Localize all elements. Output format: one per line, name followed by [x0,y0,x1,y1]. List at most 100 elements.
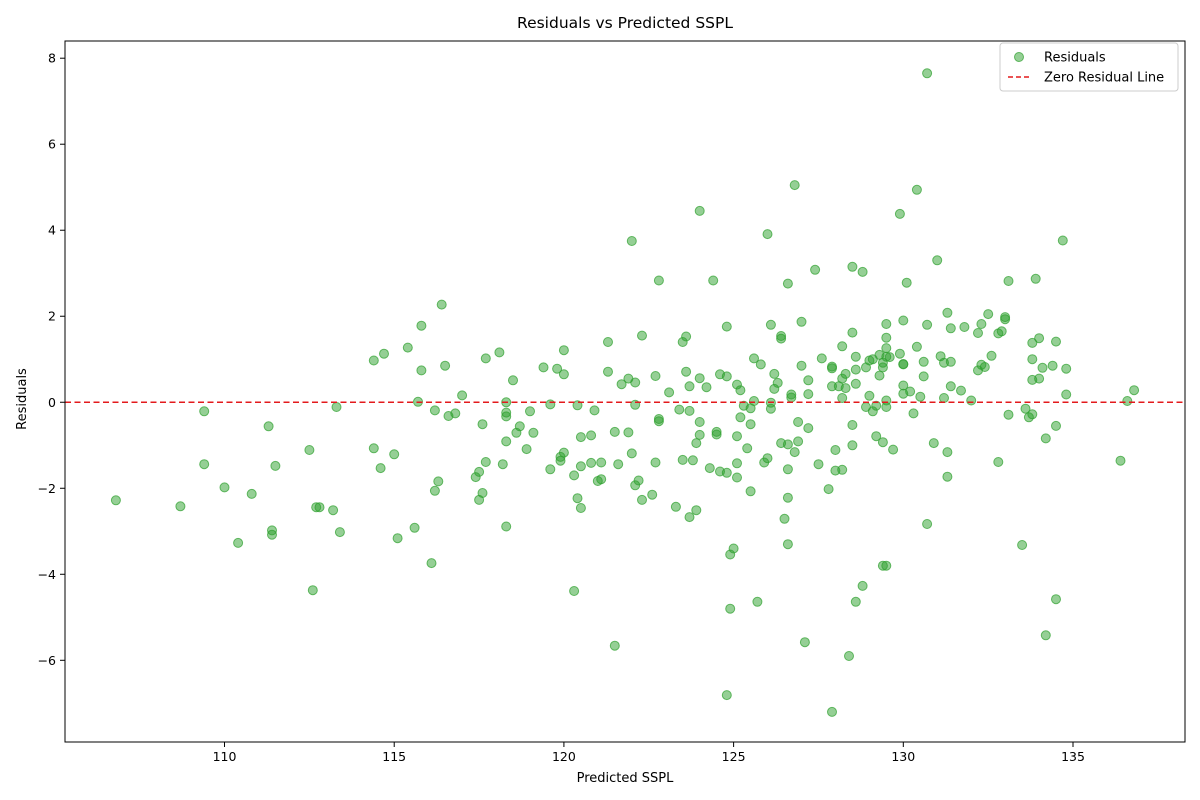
residual-point [742,443,753,454]
residual-point [732,431,742,442]
residual-point [416,365,427,376]
residual-point [694,429,705,440]
residual-point [996,326,1007,337]
residual-point [1020,403,1031,414]
residual-point [681,366,692,377]
residual-point [647,489,658,500]
residual-point [670,501,681,512]
residual-point [945,356,956,367]
residual-point [704,463,715,474]
residual-point [375,463,386,474]
residual-point [793,417,804,427]
residual-point [684,405,695,416]
residual-point [477,488,488,498]
residual-point [915,391,926,402]
residual-point [508,375,518,386]
residual-point [918,356,929,367]
residual-point [945,323,956,334]
residual-point [847,261,858,272]
residual-point [993,457,1004,467]
y-tick-label: 4 [48,223,56,238]
residual-point [816,353,827,364]
chart-title: Residuals vs Predicted SSPL [517,14,733,32]
residual-point [525,406,535,417]
residual-point [837,393,848,403]
residual-point [823,484,834,495]
residual-point [850,364,861,375]
residual-point [894,348,905,359]
plot-frame [64,40,1186,743]
residual-point [572,493,583,504]
residual-point [603,366,613,377]
residual-point [881,402,892,412]
residual-point [1115,455,1126,466]
residual-point [681,331,692,342]
residual-point [402,342,413,353]
residual-point [501,407,512,418]
residual-point [769,368,780,379]
residual-point [735,412,746,423]
residual-point [1047,360,1058,371]
residual-point [501,436,512,447]
residual-point [765,319,776,330]
residual-point [514,421,525,432]
residual-point [586,430,597,441]
x-tick-label: 135 [1061,749,1085,764]
residual-point [884,352,895,363]
residual-point [983,309,994,320]
residual-point [844,651,854,661]
residual-point [864,390,875,401]
residual-point [603,337,613,347]
residual-point [871,400,882,411]
residual-point [219,482,230,493]
residual-point [480,457,491,467]
residual-point [837,341,848,352]
residual-point [928,438,939,449]
residual-point [480,353,491,364]
y-tick-label: −4 [38,567,56,582]
legend: Residuals Zero Residual Line [999,42,1179,92]
residual-point [246,488,257,499]
residual-point [586,457,597,468]
residual-point [630,377,641,388]
residual-point [314,502,325,513]
residual-point [945,381,956,392]
residual-point [782,439,793,450]
residual-point [942,447,953,458]
residual-point [199,459,210,470]
y-tick-label: 6 [48,137,56,152]
residual-point [653,414,664,424]
residual-point [721,467,732,478]
residual-point [942,307,953,318]
residual-point [827,363,837,374]
residual-point [558,369,569,380]
residual-point [677,454,688,465]
residual-point [810,264,821,275]
residual-point [898,359,909,370]
residual-point [979,362,990,372]
residual-point [609,426,620,437]
x-axis-label: Predicted SSPL [577,771,675,786]
residual-point [837,464,848,475]
residual-point [732,472,742,483]
residual-point [450,408,461,419]
residual-point [932,255,943,266]
residual-point [755,359,766,370]
residual-point [501,521,512,532]
residual-point [918,371,929,382]
residual-point [708,275,719,286]
residual-point [796,316,807,327]
residual-point [749,396,759,406]
residual-point [789,447,800,458]
residual-point [409,522,420,533]
legend-label-residuals: Residuals [1044,51,1106,66]
residual-point [637,330,647,341]
residual-point [874,370,885,381]
residual-point [762,229,773,240]
residual-point [827,706,837,717]
residual-point [881,560,892,571]
residual-point [474,466,485,477]
y-axis-ticks: −6 −4 −2 0 2 4 6 8 [38,51,65,668]
residual-point [304,445,315,455]
